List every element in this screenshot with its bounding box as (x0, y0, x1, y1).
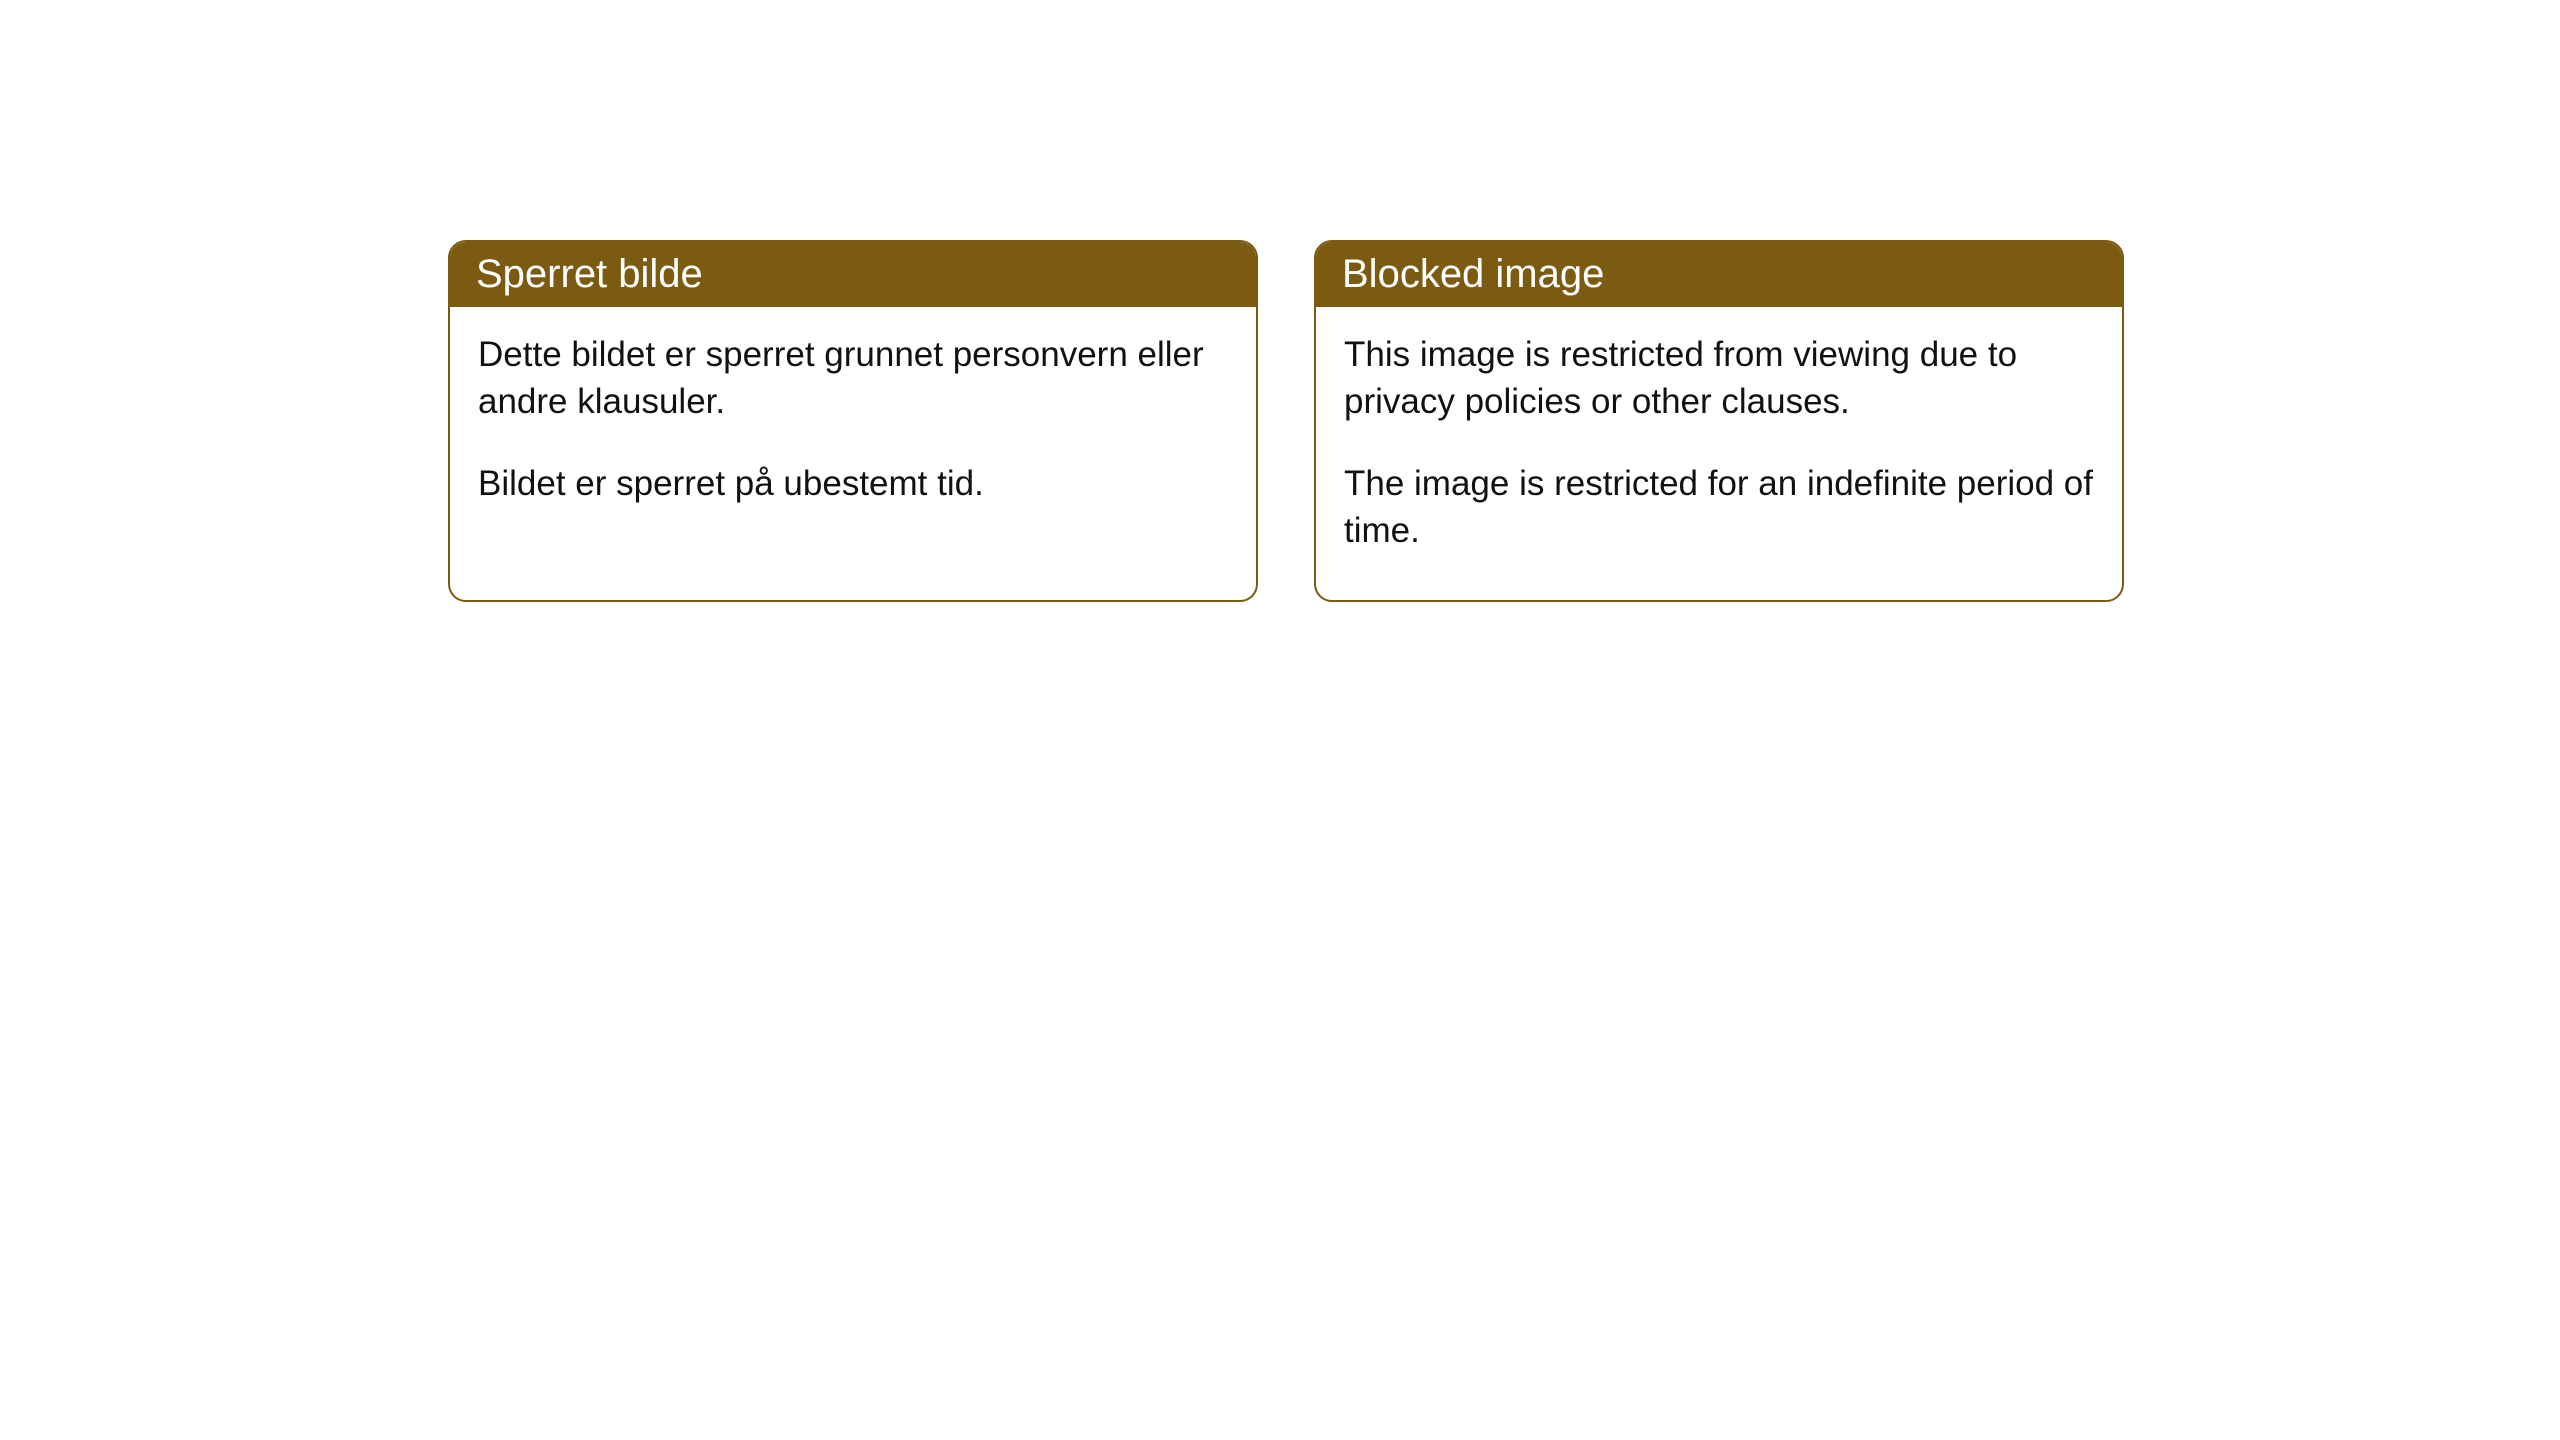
card-english: Blocked image This image is restricted f… (1314, 240, 2124, 602)
card-header-norwegian: Sperret bilde (450, 242, 1256, 307)
card-para-2-norwegian: Bildet er sperret på ubestemt tid. (478, 460, 1228, 507)
card-para-1-english: This image is restricted from viewing du… (1344, 331, 2094, 426)
card-norwegian: Sperret bilde Dette bildet er sperret gr… (448, 240, 1258, 602)
card-header-english: Blocked image (1316, 242, 2122, 307)
card-container: Sperret bilde Dette bildet er sperret gr… (448, 240, 2124, 602)
card-para-2-english: The image is restricted for an indefinit… (1344, 460, 2094, 555)
card-para-1-norwegian: Dette bildet er sperret grunnet personve… (478, 331, 1228, 426)
card-body-english: This image is restricted from viewing du… (1316, 307, 2122, 600)
card-body-norwegian: Dette bildet er sperret grunnet personve… (450, 307, 1256, 553)
